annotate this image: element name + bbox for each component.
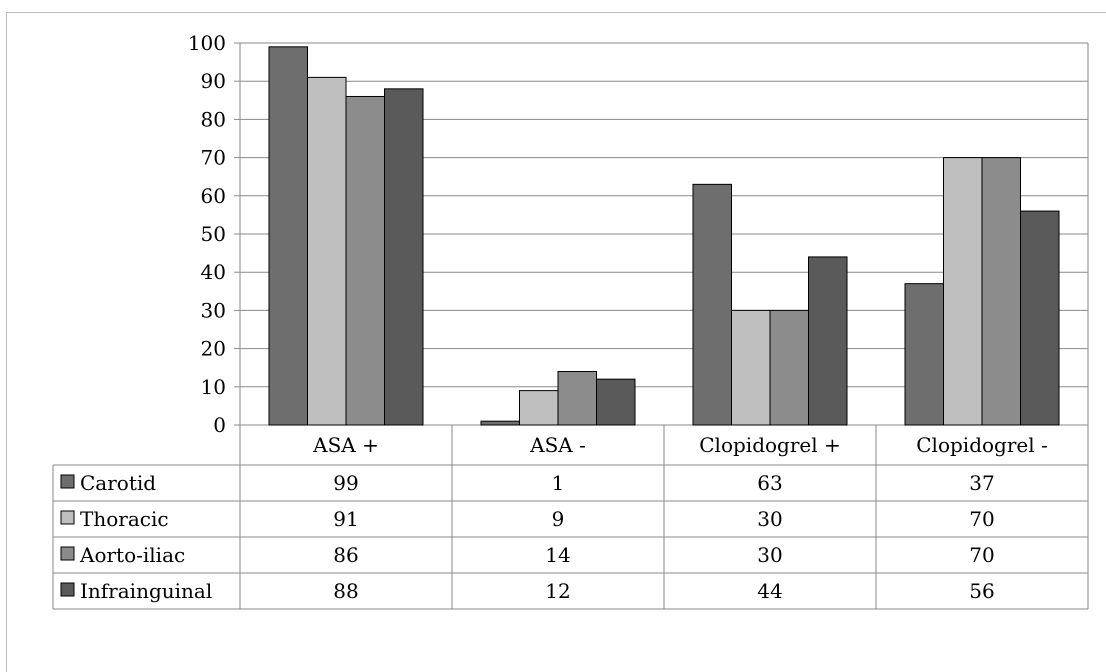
bar	[731, 309, 771, 426]
category-label: Clopidogrel +	[699, 433, 841, 457]
y-tick-label: 20	[201, 337, 226, 361]
bar	[268, 46, 308, 426]
legend-label: Carotid	[80, 471, 156, 495]
data-label: 30	[757, 543, 782, 567]
y-tick-label: 100	[188, 31, 226, 55]
bar	[808, 256, 848, 426]
bar-chart-with-data-table: 0 10 20 30 40 50 60 70 80 90 100 ASA + ASA - Clopido…	[52, 31, 1089, 610]
legend-swatch	[60, 510, 75, 525]
data-label: 88	[333, 579, 358, 603]
bar	[981, 157, 1021, 426]
bar	[904, 283, 944, 426]
y-tick-label: 0	[213, 413, 226, 437]
legend-label: Infrainguinal	[80, 579, 212, 603]
y-tick-label: 50	[201, 222, 226, 246]
bar	[557, 371, 597, 426]
bar	[519, 390, 559, 426]
data-label: 44	[757, 579, 782, 603]
legend-swatch	[60, 474, 75, 489]
data-label: 14	[545, 543, 570, 567]
y-tick-label: 70	[201, 146, 226, 170]
bar	[345, 95, 385, 426]
data-label: 70	[969, 543, 994, 567]
y-tick-label: 40	[201, 260, 226, 284]
bar	[307, 76, 347, 426]
category-label: Clopidogrel -	[916, 433, 1048, 457]
y-tick-label: 90	[201, 69, 226, 93]
bar	[943, 157, 983, 426]
bar	[384, 88, 424, 426]
category-label: ASA -	[529, 433, 586, 457]
data-label: 91	[333, 507, 358, 531]
legend-swatch	[60, 582, 75, 597]
bars	[268, 46, 1060, 426]
bar	[692, 183, 732, 426]
data-label: 63	[757, 471, 782, 495]
data-label: 12	[545, 579, 570, 603]
data-table: ASA + ASA - Clopidogrel + Clopidogrel - Caro…	[52, 425, 1089, 610]
category-label: ASA +	[312, 433, 379, 457]
bar	[1020, 210, 1060, 426]
y-tick-label: 30	[201, 298, 226, 322]
y-axis: 0 10 20 30 40 50 60 70 80 90 100	[188, 31, 241, 437]
legend-label: Thoracic	[80, 507, 169, 531]
bar	[596, 378, 636, 426]
bar	[480, 420, 520, 426]
data-label: 9	[552, 507, 565, 531]
data-label: 70	[969, 507, 994, 531]
data-label: 56	[969, 579, 994, 603]
data-label: 1	[552, 471, 565, 495]
data-label: 86	[333, 543, 358, 567]
legend-label: Aorto-iliac	[79, 543, 185, 567]
bar	[769, 309, 809, 426]
y-tick-label: 10	[201, 375, 226, 399]
chart-frame	[6, 12, 1106, 672]
legend-swatch	[60, 546, 75, 561]
y-tick-label: 80	[201, 107, 226, 131]
data-label: 30	[757, 507, 782, 531]
data-label: 99	[333, 471, 358, 495]
y-tick-label: 60	[201, 184, 226, 208]
data-label: 37	[969, 471, 994, 495]
